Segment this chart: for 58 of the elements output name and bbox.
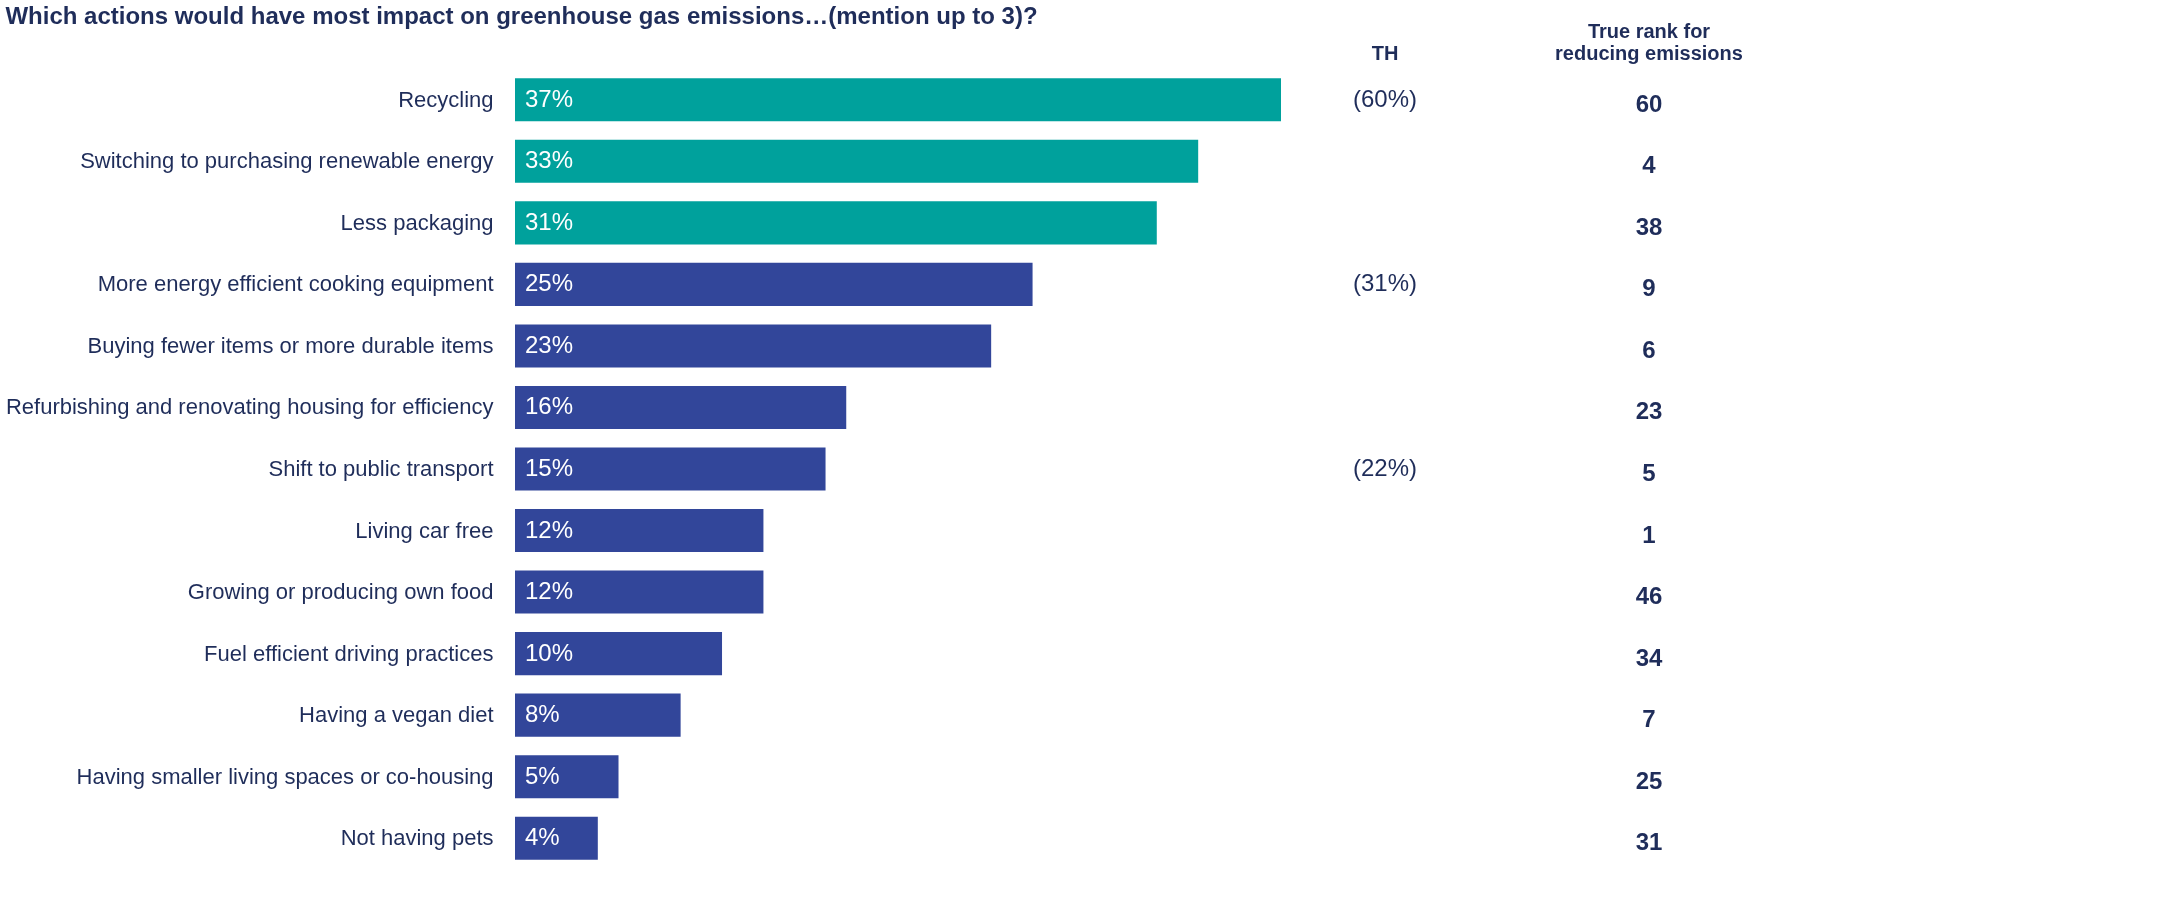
text: (31%) bbox=[1352, 269, 1418, 297]
y-tick-label: Growing or producing own food bbox=[187, 579, 494, 605]
data-label: 12% bbox=[525, 515, 574, 543]
data-label: 31% bbox=[525, 207, 574, 235]
text: True rank for reducing emissions bbox=[1555, 20, 1743, 64]
text: 25 bbox=[1635, 766, 1663, 794]
text: 1 bbox=[1642, 520, 1656, 548]
text: 9 bbox=[1642, 274, 1656, 302]
y-tick-label: Fuel efficient driving practices bbox=[204, 640, 494, 666]
data-label: 37% bbox=[525, 84, 574, 112]
y-tick-label: Living car free bbox=[355, 517, 494, 543]
bar bbox=[515, 139, 1199, 183]
text: 34 bbox=[1635, 643, 1663, 671]
data-label: 16% bbox=[525, 392, 574, 420]
bar bbox=[515, 693, 681, 737]
y-tick-label: Switching to purchasing renewable energy bbox=[80, 148, 494, 174]
y-tick-label: Recycling bbox=[398, 86, 494, 112]
text: 6 bbox=[1642, 335, 1656, 363]
y-tick-label: Not having pets bbox=[340, 825, 494, 851]
bar bbox=[515, 201, 1157, 245]
text: TH bbox=[1371, 42, 1399, 64]
data-label: 33% bbox=[525, 146, 574, 174]
text: 60 bbox=[1635, 89, 1663, 117]
y-tick-label: Refurbishing and renovating housing for efficiency bbox=[5, 394, 494, 420]
bar bbox=[515, 78, 1281, 122]
data-label: 12% bbox=[525, 577, 574, 605]
data-label: 10% bbox=[525, 638, 574, 666]
chart-title: Which actions would have most impact on greenhouse gas emissions…(mention up to 3)? bbox=[5, 2, 1038, 29]
bar bbox=[515, 632, 723, 676]
data-label: 23% bbox=[525, 330, 574, 358]
bar bbox=[515, 262, 1033, 306]
text: 46 bbox=[1635, 582, 1663, 610]
bar bbox=[515, 570, 764, 614]
bar bbox=[515, 755, 619, 799]
bar bbox=[515, 385, 847, 429]
text: 31 bbox=[1635, 828, 1663, 856]
data-label: 25% bbox=[525, 269, 574, 297]
bar bbox=[515, 816, 598, 860]
text: 5 bbox=[1642, 459, 1656, 486]
text: 4 bbox=[1642, 151, 1656, 179]
bar bbox=[515, 447, 826, 491]
data-label: 15% bbox=[525, 454, 574, 481]
y-tick-label: Buying fewer items or more durable items bbox=[87, 332, 494, 358]
y-tick-label: More energy efficient cooking equipment bbox=[97, 271, 494, 297]
data-label: 4% bbox=[525, 823, 560, 851]
y-tick-label: Having smaller living spaces or co-housing bbox=[76, 763, 494, 789]
bar bbox=[515, 509, 764, 553]
data-label: 8% bbox=[525, 700, 560, 728]
y-tick-label: Having a vegan diet bbox=[299, 702, 494, 728]
y-tick-label: Shift to public transport bbox=[268, 456, 494, 481]
text: (60%) bbox=[1352, 84, 1418, 112]
text: 7 bbox=[1642, 705, 1656, 733]
text: 38 bbox=[1635, 212, 1663, 240]
text: 23 bbox=[1635, 397, 1663, 425]
bar bbox=[515, 324, 992, 368]
data-label: 5% bbox=[525, 761, 560, 789]
text: (22%) bbox=[1352, 454, 1418, 481]
y-tick-label: Less packaging bbox=[340, 209, 494, 235]
